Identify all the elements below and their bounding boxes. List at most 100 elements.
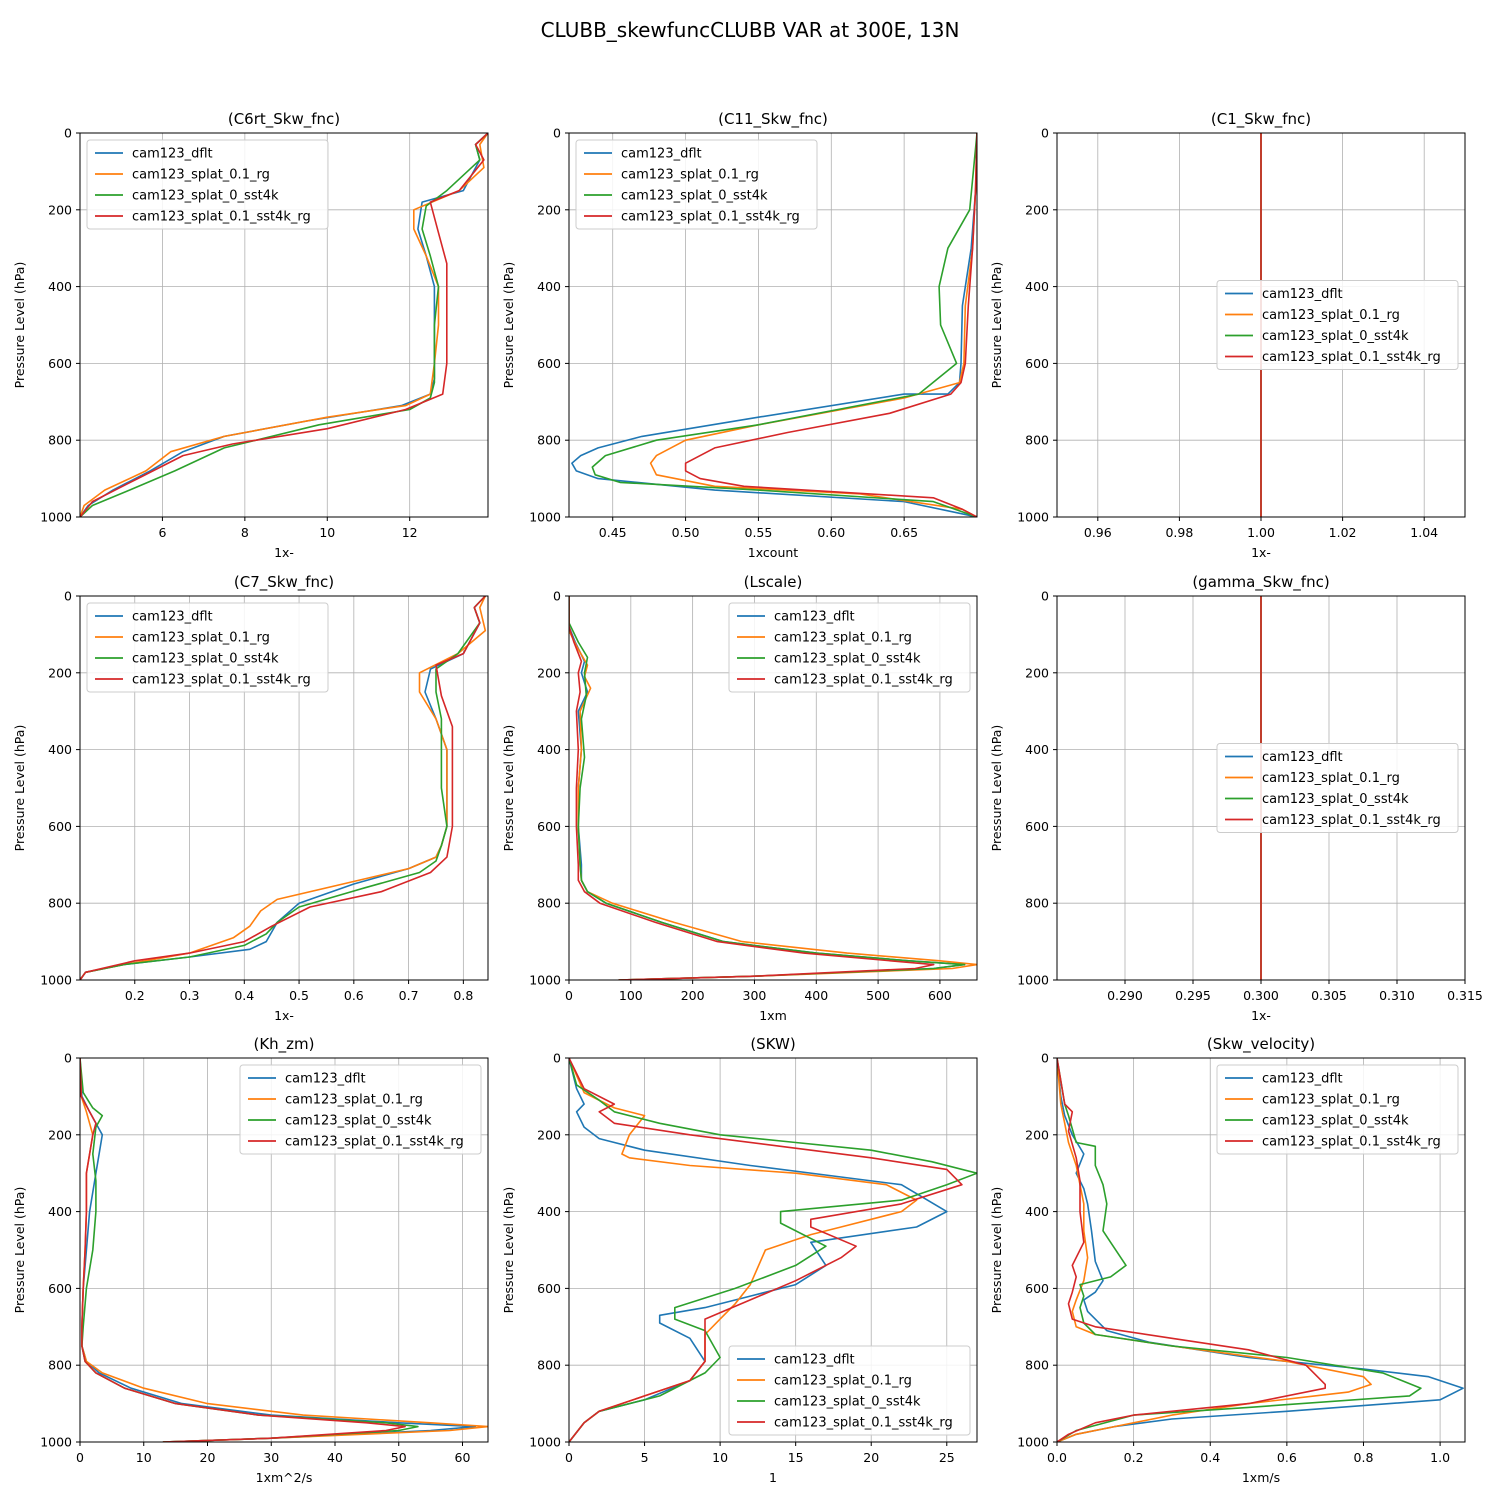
y-tick-label: 400 (537, 279, 561, 294)
legend: cam123_dflt cam123_splat_0.1_rg cam123_spl… (575, 139, 818, 230)
figure-suptitle: CLUBB_skewfuncCLUBB VAR at 300E, 13N (541, 18, 960, 42)
y-tick-label: 400 (537, 1204, 561, 1219)
legend-entry-label: cam123_dflt (621, 147, 702, 162)
legend-entry-label: cam123_splat_0.1_rg (621, 168, 759, 183)
legend-entry-label: cam123_splat_0_sst4k (285, 1114, 432, 1129)
x-tick-label: 0.8 (1354, 1450, 1374, 1465)
x-tick-label: 0.6 (344, 988, 364, 1003)
y-tick-label: 600 (1025, 356, 1049, 371)
series-line-2 (649, 133, 977, 517)
y-tick-label: 0 (1041, 589, 1049, 604)
x-tick-label: 200 (681, 988, 705, 1003)
subplot-title: (C6rt_Skw_fnc) (228, 110, 340, 129)
x-tick-label: 500 (866, 988, 890, 1003)
x-tick-label: 60 (455, 1450, 471, 1465)
legend-entry-label: cam123_splat_0.1_sst4k_rg (1262, 1135, 1441, 1150)
legend-box (86, 602, 329, 693)
x-tick-label: 10 (319, 525, 335, 540)
y-tick-label: 200 (1025, 1127, 1049, 1142)
series-line-3 (1057, 1058, 1422, 1442)
x-tick-label: 400 (804, 988, 828, 1003)
series-line-1 (1057, 1058, 1464, 1442)
x-tick-label: 1.02 (1329, 525, 1357, 540)
y-tick-label: 0 (64, 589, 72, 604)
y-tick-label: 1000 (1017, 1435, 1049, 1450)
legend-entry-label: cam123_splat_0.1_sst4k_rg (774, 1416, 953, 1431)
subplot-title: (Lscale) (744, 573, 803, 591)
legend-box (575, 139, 818, 230)
legend-entry-label: cam123_dflt (774, 1353, 855, 1368)
y-axis-label: Pressure Level (hPa) (989, 1187, 1004, 1314)
x-tick-label: 0.4 (234, 988, 254, 1003)
subplot-8: 0 5 10 15 20 25 0 200 400 600 800 1000 (SKW) 1 Pressur… (501, 1035, 978, 1485)
y-tick-label: 200 (537, 1127, 561, 1142)
legend-entry-label: cam123_splat_0.1_rg (1262, 308, 1400, 323)
x-tick-label: 25 (939, 1450, 955, 1465)
y-tick-label: 600 (537, 819, 561, 834)
y-tick-label: 200 (537, 202, 561, 217)
axes-frame (568, 595, 978, 981)
x-tick-label: 0.305 (1311, 988, 1347, 1003)
y-tick-label: 600 (48, 1281, 72, 1296)
subplot-title: (Skw_velocity) (1207, 1035, 1315, 1054)
x-tick-label: 1.0 (1430, 1450, 1450, 1465)
y-tick-label: 0 (553, 589, 561, 604)
y-tick-label: 400 (1025, 742, 1049, 757)
x-axis-label: 1x- (1251, 1008, 1271, 1023)
axes-frame (79, 132, 489, 518)
x-tick-label: 5 (641, 1450, 649, 1465)
legend-entry-label: cam123_dflt (1262, 1072, 1343, 1087)
x-tick-label: 10 (136, 1450, 152, 1465)
x-tick-label: 50 (391, 1450, 407, 1465)
y-tick-label: 600 (48, 356, 72, 371)
x-tick-label: 0.50 (672, 525, 700, 540)
y-axis-label: Pressure Level (hPa) (12, 725, 27, 852)
x-tick-label: 0.4 (1200, 1450, 1220, 1465)
x-tick-label: 30 (263, 1450, 279, 1465)
y-tick-label: 0 (553, 1051, 561, 1066)
y-tick-label: 800 (48, 433, 72, 448)
x-tick-label: 0.8 (453, 988, 473, 1003)
y-tick-label: 600 (1025, 1281, 1049, 1296)
subplot-6: 0.290 0.295 0.300 0.305 0.310 0.315 0 200 400 600… (989, 573, 1483, 1023)
axes-frame (568, 1057, 978, 1443)
y-tick-label: 600 (48, 819, 72, 834)
y-tick-label: 600 (537, 356, 561, 371)
y-tick-label: 0 (64, 126, 72, 141)
legend-entry-label: cam123_splat_0.1_sst4k_rg (1262, 813, 1441, 828)
x-tick-label: 0.98 (1165, 525, 1193, 540)
series-line-4 (1057, 1058, 1326, 1442)
x-tick-label: 0.300 (1243, 988, 1279, 1003)
x-tick-label: 0.7 (399, 988, 419, 1003)
y-tick-label: 800 (1025, 1358, 1049, 1373)
y-tick-label: 800 (537, 1358, 561, 1373)
y-tick-label: 400 (537, 742, 561, 757)
series-line-4 (80, 1058, 406, 1442)
y-tick-label: 1000 (40, 510, 72, 525)
legend-entry-label: cam123_dflt (774, 610, 855, 625)
y-tick-label: 200 (48, 1127, 72, 1142)
y-tick-label: 1000 (529, 510, 561, 525)
legend-entry-label: cam123_splat_0_sst4k (774, 652, 921, 667)
y-axis-label: Pressure Level (hPa) (501, 725, 516, 852)
subplot-7: 0 10 20 30 40 50 6002004006008001000(Kh_zm)1xm… (12, 1035, 489, 1485)
legend-entry-label: cam123_splat_0.1_rg (285, 1093, 423, 1108)
legend-entry-label: cam123_splat_0_sst4k (621, 189, 768, 204)
legend: cam123_dflt cam123_splat_0.1_rg cam123_spl… (239, 1064, 482, 1155)
legend-entry-label: cam123_dflt (1262, 287, 1343, 302)
legend-entry-label: cam123_dflt (1262, 750, 1343, 765)
y-tick-label: 800 (1025, 896, 1049, 911)
legend-entry-label: cam123_splat_0.1_rg (132, 631, 270, 646)
x-tick-label: 0.295 (1175, 988, 1211, 1003)
y-axis-label: Pressure Level (hPa) (501, 262, 516, 389)
y-tick-label: 1000 (1017, 973, 1049, 988)
subplot-title: (SKW) (750, 1035, 795, 1053)
y-axis-label: Pressure Level (hPa) (501, 1187, 516, 1314)
legend-box (728, 602, 971, 693)
legend-entry-label: cam123_splat_0_sst4k (774, 1395, 921, 1410)
x-tick-label: 0.65 (890, 525, 918, 540)
x-tick-label: 8 (241, 525, 249, 540)
x-tick-label: 0.55 (745, 525, 773, 540)
legend-box (1216, 743, 1459, 833)
legend-entry-label: cam123_splat_0.1_rg (1262, 771, 1400, 786)
